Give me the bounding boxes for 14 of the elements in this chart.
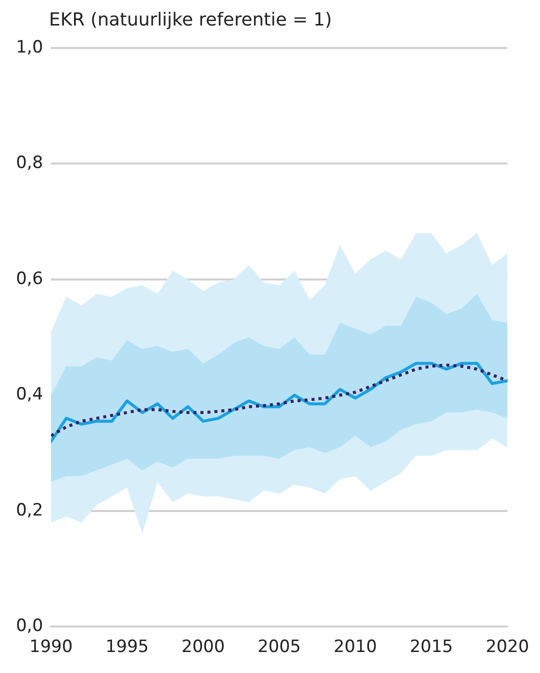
y-tick-label: 0,0 [16,616,44,636]
y-tick-label: 0,4 [16,384,44,405]
y-tick-label: 0,8 [16,153,44,174]
x-tick-label: 2015 [410,637,453,658]
x-tick-label: 1990 [29,637,73,658]
x-tick-label: 2000 [182,637,225,658]
y-tick-label: 0,6 [16,268,44,289]
y-tick-label: 0,2 [16,500,44,520]
x-tick-label: 1995 [105,637,149,658]
y-tick-label: 1,0 [16,37,44,58]
x-tick-label: 2005 [258,637,301,658]
x-tick-label: 2020 [486,637,529,658]
y-axis-title: EKR (natuurlijke referentie = 1) [49,10,332,31]
x-tick-label: 2010 [334,637,377,658]
